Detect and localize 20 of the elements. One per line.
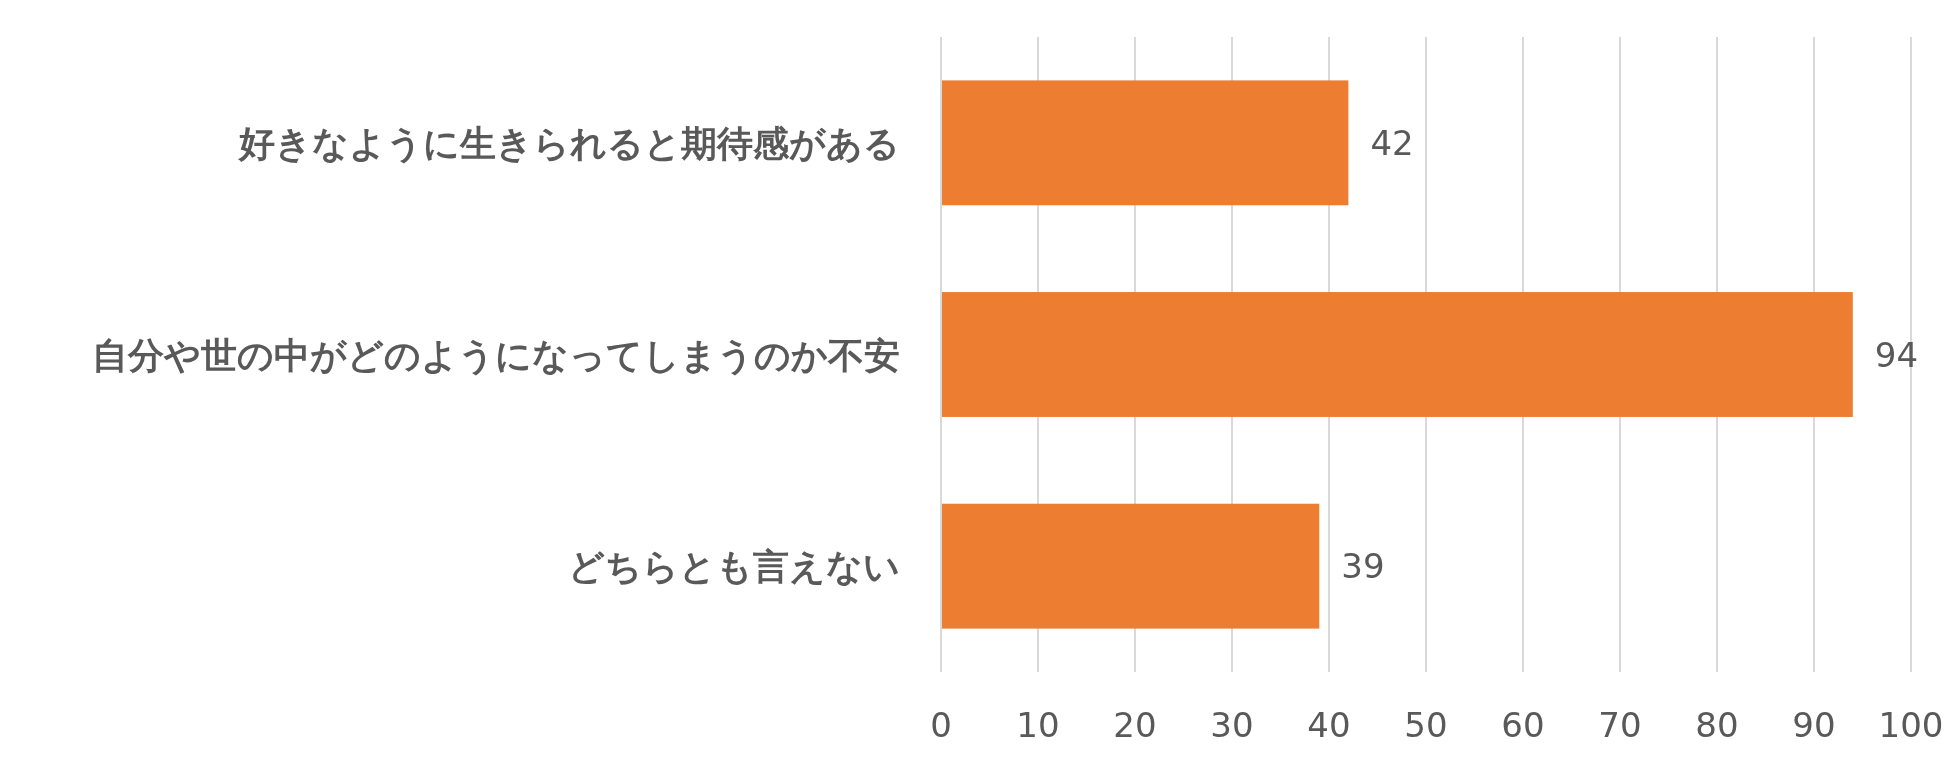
bar [941,503,1320,629]
y-tick-label: 自分や世の中がどのようになってしまうのか不安 [92,334,900,376]
x-tick-label: 10 [1016,705,1060,745]
x-tick-label: 50 [1404,705,1448,745]
data-label: 39 [1341,546,1385,587]
data-label: 94 [1874,334,1919,375]
bar [941,80,1349,206]
x-tick-label: 30 [1210,705,1254,745]
x-tick-label: 20 [1113,705,1157,745]
x-tick-label: 40 [1307,705,1351,745]
x-tick-label: 60 [1501,705,1545,745]
y-tick-label: どちらとも言えない [568,546,900,588]
x-tick-label: 70 [1598,705,1642,745]
x-tick-label: 100 [1878,705,1944,745]
bar [941,292,1853,417]
data-label: 42 [1370,122,1414,163]
x-tick-label: 0 [930,705,952,745]
x-tick-label: 80 [1695,705,1739,745]
x-tick-label: 90 [1792,705,1836,745]
y-tick-label: 好きなように生きられると期待感がある [237,122,900,164]
